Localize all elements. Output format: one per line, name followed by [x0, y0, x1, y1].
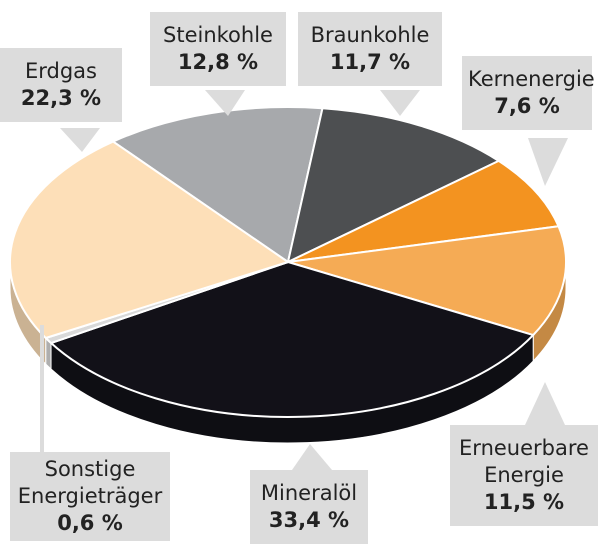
- value-label: 22,3 %: [20, 86, 102, 110]
- label-box: Erneuerbare Energie 11,5 %: [450, 425, 598, 526]
- value-label: 11,5 %: [483, 490, 565, 514]
- leader: [205, 90, 245, 116]
- label: Steinkohle: [163, 23, 273, 47]
- label-box: Erdgas 22,3 %: [0, 48, 122, 122]
- label-box: Mineralöl 33,4 %: [250, 470, 368, 544]
- label: Braunkohle: [310, 23, 430, 47]
- slice: [9, 140, 289, 339]
- label-box: Braunkohle 11,7 %: [298, 12, 442, 86]
- leader: [528, 138, 568, 186]
- leader: [60, 128, 100, 152]
- label: Sonstige Energieträger: [17, 457, 163, 508]
- leaders: [40, 90, 568, 470]
- slice: [287, 107, 500, 263]
- label-box: Steinkohle 12,8 %: [150, 12, 286, 86]
- leader: [292, 444, 332, 470]
- label-box: Kernenergie 7,6 %: [462, 56, 595, 130]
- leader: [380, 90, 420, 116]
- slice: [287, 159, 560, 263]
- label: Erneuerbare Energie: [459, 436, 589, 487]
- slice: [287, 225, 567, 337]
- value-label: 12,8 %: [177, 50, 259, 74]
- label: Erdgas: [24, 59, 97, 83]
- label: Kernenergie: [468, 67, 595, 91]
- slice: [112, 106, 324, 263]
- leader: [525, 382, 565, 425]
- slice: [50, 261, 535, 418]
- label-box: Sonstige Energieträger 0,6 %: [10, 452, 170, 541]
- leader: [40, 325, 44, 460]
- value-label: 11,7 %: [329, 50, 411, 74]
- value-label: 7,6 %: [494, 94, 560, 118]
- label: Mineralöl: [260, 481, 358, 505]
- value-label: 33,4 %: [268, 508, 350, 532]
- value-label: 0,6 %: [57, 511, 123, 535]
